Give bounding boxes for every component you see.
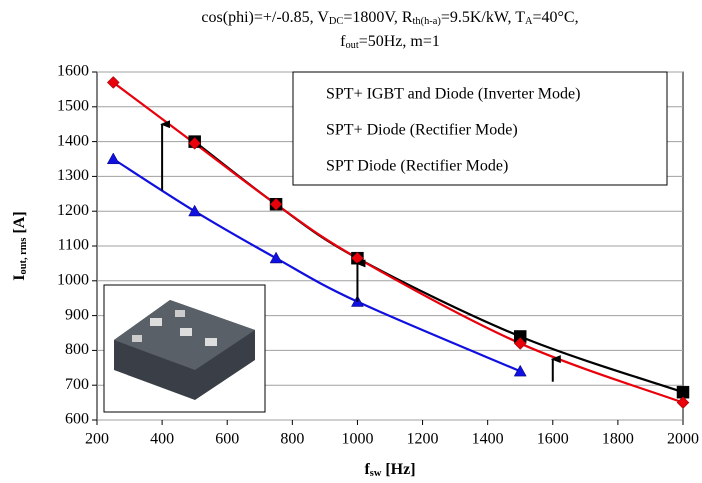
text-segment: f	[364, 461, 370, 478]
y-tick-label: 1300	[57, 167, 89, 184]
x-axis-label: fsw [Hz]	[364, 461, 415, 480]
text-segment: [Hz]	[381, 461, 415, 478]
subscript: out, rms	[18, 238, 29, 275]
x-tick-label: 800	[280, 431, 304, 448]
marker	[513, 337, 527, 350]
series-line	[112, 158, 521, 373]
legend-label: SPT Diode (Rectifier Mode)	[326, 158, 508, 175]
subscript: A	[525, 16, 533, 27]
subscript: DC	[329, 16, 344, 27]
y-tick-label: 900	[65, 306, 89, 323]
marker	[676, 396, 690, 409]
legend-label: SPT+ Diode (Rectifier Mode)	[326, 122, 518, 139]
legend-box	[292, 71, 668, 186]
x-tick-label: 1200	[407, 431, 439, 448]
subscript: sw	[370, 468, 382, 479]
module-photo	[103, 284, 266, 413]
text-segment: cos(phi)=+/-0.85, V	[201, 9, 329, 26]
x-tick-label: 1600	[537, 431, 569, 448]
chart-title: cos(phi)=+/-0.85, VDC=1800V, Rth(h-a)=9.…	[201, 9, 578, 28]
x-tick-label: 1800	[602, 431, 634, 448]
text-segment: f	[340, 33, 346, 50]
marker	[106, 152, 120, 165]
text-segment: =50Hz, m=1	[359, 33, 440, 50]
text-segment: =40°C,	[532, 9, 578, 26]
y-tick-label: 1500	[57, 97, 89, 114]
y-tick-label: 1000	[57, 271, 89, 288]
marker	[188, 204, 202, 217]
text-segment: =9.5K/kW, T	[441, 9, 525, 26]
y-axis-label: Iout, rms [A]	[11, 211, 30, 280]
subscript: out	[345, 40, 358, 51]
y-tick-label: 1600	[57, 63, 89, 80]
x-tick-label: 200	[85, 431, 109, 448]
text-segment: I	[11, 274, 28, 280]
marker	[188, 136, 202, 150]
legend-label: SPT+ IGBT and Diode (Inverter Mode)	[326, 86, 580, 103]
chart-title: fout=50Hz, m=1	[340, 33, 440, 52]
marker	[513, 364, 527, 377]
y-tick-label: 1400	[57, 132, 89, 149]
y-tick-label: 1100	[58, 237, 89, 254]
y-tick-label: 700	[65, 376, 89, 393]
subscript: th(h-a)	[413, 16, 441, 27]
x-tick-label: 400	[150, 431, 174, 448]
y-tick-label: 800	[65, 341, 89, 358]
y-tick-label: 1200	[57, 202, 89, 219]
marker	[106, 76, 120, 89]
text-segment: =1800V, R	[343, 9, 413, 26]
marker	[269, 251, 283, 264]
x-tick-label: 1400	[472, 431, 504, 448]
x-tick-label: 1000	[341, 431, 373, 448]
marker	[269, 197, 283, 211]
x-tick-label: 600	[215, 431, 239, 448]
text-segment: [A]	[11, 211, 28, 237]
y-tick-label: 600	[65, 411, 89, 428]
x-tick-label: 2000	[667, 431, 699, 448]
